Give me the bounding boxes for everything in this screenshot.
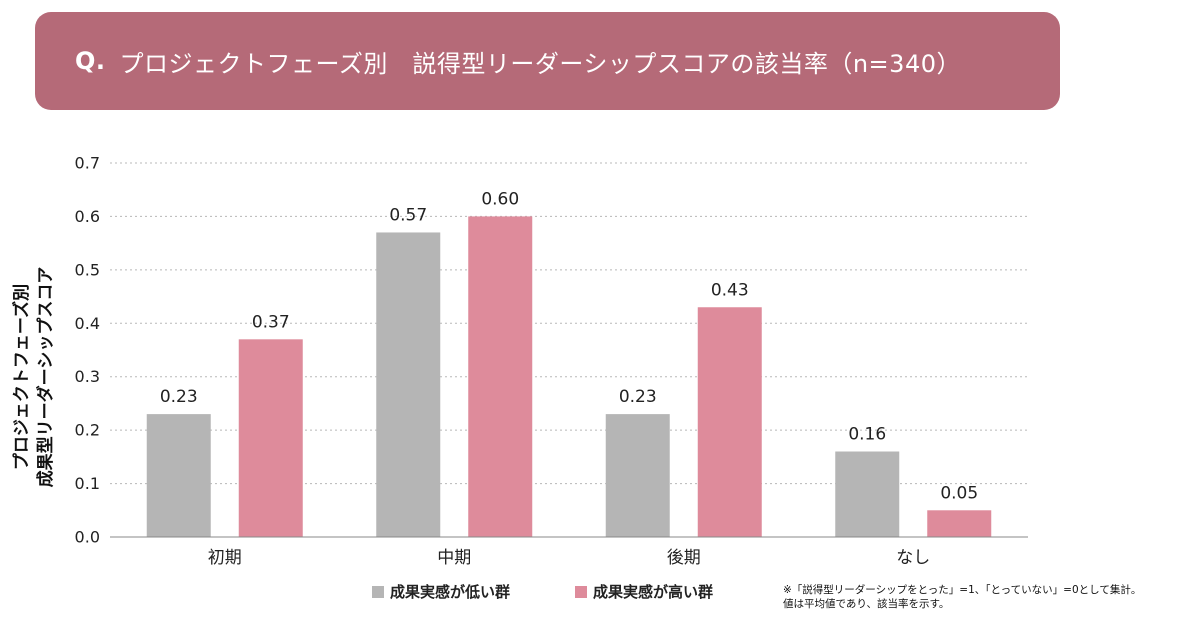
footnote: ※「説得型リーダーシップをとった」=1、「とっていない」=0として集計。 値は平… bbox=[783, 583, 1198, 611]
y-tick-label: 0.0 bbox=[75, 528, 100, 547]
chart-area: プロジェクトフェーズ別 成果型リーダーシップスコア 0.0 0.1 0.2 0.3 0.4… bbox=[0, 140, 1200, 628]
y-tick-label: 0.6 bbox=[75, 207, 100, 226]
data-label: 0.05 bbox=[940, 483, 978, 503]
x-tick-label: なし bbox=[896, 548, 930, 568]
y-axis-label: プロジェクトフェーズ別 成果型リーダーシップスコア bbox=[11, 267, 56, 488]
data-label: 0.60 bbox=[481, 189, 519, 209]
footnote-line-1: ※「説得型リーダーシップをとった」=1、「とっていない」=0として集計。 bbox=[783, 584, 1142, 596]
y-tick-label: 0.7 bbox=[75, 154, 100, 173]
bar bbox=[927, 510, 992, 537]
y-tick-label: 0.4 bbox=[75, 314, 100, 333]
bar bbox=[835, 451, 900, 537]
data-label: 0.43 bbox=[711, 280, 749, 300]
y-tick-label: 0.5 bbox=[75, 260, 100, 279]
y-axis-label-line: 成果型リーダーシップスコア bbox=[35, 267, 56, 488]
data-label: 0.23 bbox=[160, 387, 198, 407]
data-label: 0.37 bbox=[252, 312, 290, 332]
bar bbox=[376, 232, 441, 537]
footnote-line-2: 値は平均値であり、該当率を示す。 bbox=[783, 598, 950, 610]
question-mark-label: Q. bbox=[75, 47, 106, 75]
x-tick-labels: 初期 中期 後期 なし bbox=[208, 548, 931, 568]
title-banner: Q. プロジェクトフェーズ別 説得型リーダーシップスコアの該当率（n=340） bbox=[35, 12, 1060, 110]
bar bbox=[697, 307, 762, 537]
bars bbox=[146, 216, 992, 537]
x-tick-label: 中期 bbox=[437, 548, 471, 568]
y-tick-label: 0.1 bbox=[75, 474, 100, 493]
bar-chart: プロジェクトフェーズ別 成果型リーダーシップスコア 0.0 0.1 0.2 0.3 0.4… bbox=[11, 154, 1028, 601]
legend-label: 成果実感が低い群 bbox=[390, 583, 510, 601]
page-title: プロジェクトフェーズ別 説得型リーダーシップスコアの該当率（n=340） bbox=[119, 49, 961, 78]
bar bbox=[605, 414, 670, 537]
bar bbox=[238, 339, 303, 537]
data-labels: 0.23 0.37 0.57 0.60 0.23 0.43 0.16 0.05 bbox=[160, 189, 978, 503]
legend-swatch bbox=[575, 586, 587, 598]
x-tick-label: 後期 bbox=[667, 548, 701, 568]
y-tick-labels: 0.0 0.1 0.2 0.3 0.4 0.5 0.6 0.7 bbox=[75, 154, 100, 547]
data-label: 0.23 bbox=[619, 387, 657, 407]
y-tick-label: 0.2 bbox=[75, 421, 100, 440]
y-tick-label: 0.3 bbox=[75, 367, 100, 386]
data-label: 0.16 bbox=[848, 425, 886, 445]
data-label: 0.57 bbox=[389, 205, 427, 225]
legend-swatch bbox=[372, 586, 384, 598]
y-axis-label-line: プロジェクトフェーズ別 bbox=[11, 284, 32, 470]
x-tick-label: 初期 bbox=[208, 548, 242, 568]
bar bbox=[468, 216, 533, 537]
bar bbox=[146, 414, 211, 537]
legend: 成果実感が低い群 成果実感が高い群 bbox=[372, 583, 713, 601]
legend-label: 成果実感が高い群 bbox=[593, 583, 713, 601]
